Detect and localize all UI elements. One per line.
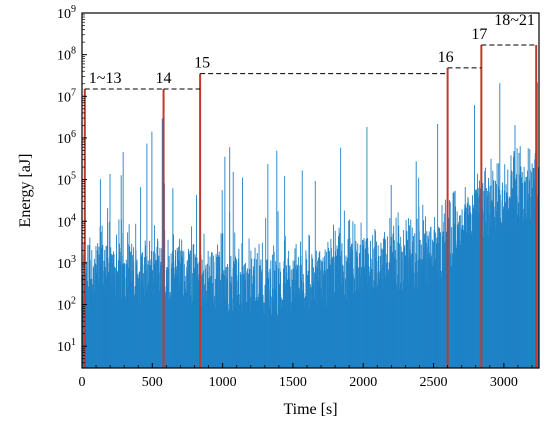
x-tick-label: 500 xyxy=(142,375,163,390)
event-markers xyxy=(83,45,538,368)
event-label: 15 xyxy=(194,55,210,72)
x-tick-label: 1000 xyxy=(209,375,237,390)
y-tick-label: 104 xyxy=(57,212,76,230)
event-label: 18~21 xyxy=(494,12,535,29)
event-label: 17 xyxy=(471,26,487,43)
y-tick-label: 107 xyxy=(57,87,76,105)
energy-bars xyxy=(81,82,540,368)
y-tick-label: 105 xyxy=(57,171,76,189)
x-tick-label: 2500 xyxy=(420,375,448,390)
y-tick-label: 108 xyxy=(57,46,76,64)
y-tick-label: 103 xyxy=(57,254,76,272)
threshold-lines xyxy=(84,44,537,90)
plot-frame xyxy=(81,12,540,369)
event-labels: 1~13 14 15 16 17 18~21 xyxy=(89,12,535,87)
x-tick-label: 0 xyxy=(79,375,86,390)
y-tick-label: 109 xyxy=(57,4,76,22)
y-axis-ticks: 101 102 103 104 105 106 107 108 109 xyxy=(57,4,87,369)
x-tick-label: 2000 xyxy=(349,375,377,390)
x-tick-label: 3000 xyxy=(490,375,518,390)
event-label: 16 xyxy=(438,49,454,66)
y-tick-label: 102 xyxy=(57,296,76,314)
event-label: 14 xyxy=(156,70,172,87)
y-tick-label: 101 xyxy=(57,337,76,355)
event-label: 1~13 xyxy=(89,70,122,87)
y-tick-label: 106 xyxy=(57,129,76,147)
x-axis-title: Time [s] xyxy=(283,401,337,418)
x-axis-ticks: 0 500 1000 1500 2000 2500 3000 xyxy=(79,363,533,390)
y-axis-title: Energy [aJ] xyxy=(17,154,34,228)
x-tick-label: 1500 xyxy=(279,375,307,390)
